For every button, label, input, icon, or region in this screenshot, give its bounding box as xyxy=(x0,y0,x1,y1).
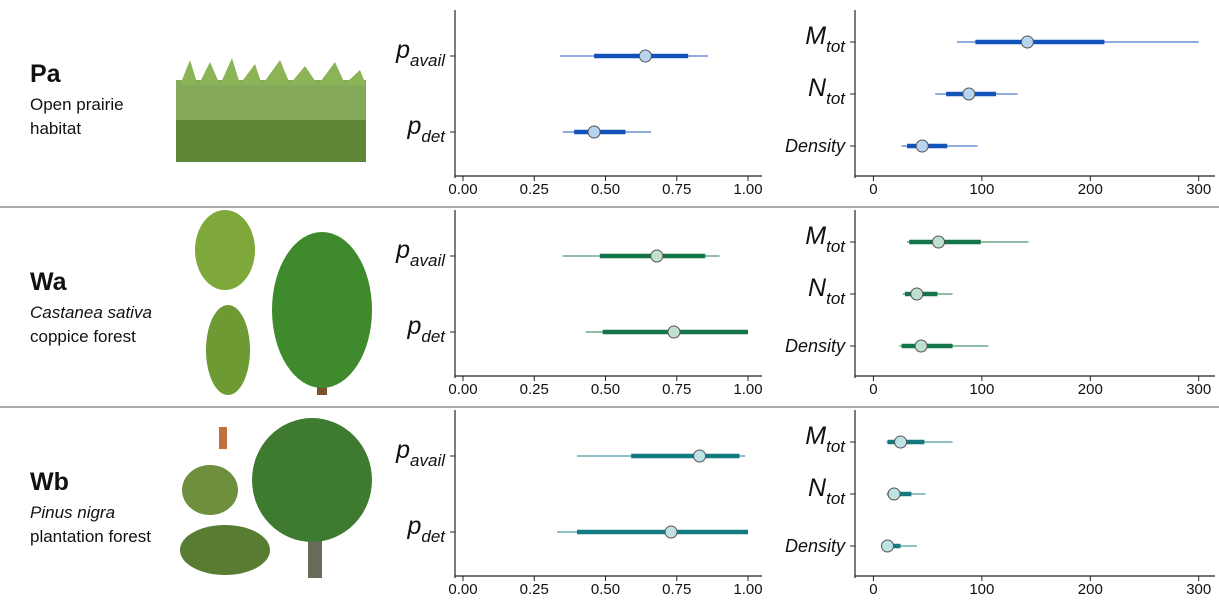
estimate-point xyxy=(651,250,663,262)
estimate-point xyxy=(665,526,677,538)
estimate-point xyxy=(668,326,680,338)
x-tick-label: 100 xyxy=(969,381,994,398)
grass-illustration xyxy=(176,58,366,162)
label-base: p xyxy=(406,112,421,140)
y-tick-label: pdet xyxy=(406,512,446,546)
row-description: plantation forest xyxy=(30,527,151,546)
x-tick-label: 300 xyxy=(1186,381,1211,398)
x-tick-label: 0.50 xyxy=(591,181,620,198)
label-base: p xyxy=(395,36,410,64)
y-tick-label: pavail xyxy=(395,36,446,70)
label-sub: avail xyxy=(410,251,446,270)
row-code: Pa xyxy=(30,60,62,88)
x-tick-label: 0 xyxy=(869,581,877,598)
label-sub: det xyxy=(421,127,446,146)
label-base: p xyxy=(406,512,421,540)
x-tick-label: 1.00 xyxy=(733,581,762,598)
estimate-point xyxy=(895,436,907,448)
x-tick-label: 0.25 xyxy=(520,381,549,398)
y-tick-label: Mtot xyxy=(805,22,846,56)
estimate-point xyxy=(588,126,600,138)
label-sub: tot xyxy=(826,237,846,256)
y-tick-label: Density xyxy=(785,136,846,156)
chestnut-illustration xyxy=(195,210,372,395)
estimate-point xyxy=(916,140,928,152)
pine-illustration xyxy=(180,418,372,578)
label-base: M xyxy=(805,22,826,50)
label-sub: det xyxy=(421,327,446,346)
label-base: Density xyxy=(785,336,846,356)
row-description: coppice forest xyxy=(30,327,136,346)
y-tick-label: Ntot xyxy=(808,274,846,308)
x-tick-label: 0.25 xyxy=(520,181,549,198)
label-base: p xyxy=(395,236,410,264)
x-tick-label: 1.00 xyxy=(733,381,762,398)
x-tick-label: 0.00 xyxy=(448,381,477,398)
x-tick-label: 300 xyxy=(1186,181,1211,198)
x-tick-label: 0.25 xyxy=(520,581,549,598)
label-sub: tot xyxy=(826,289,846,308)
x-tick-label: 100 xyxy=(969,181,994,198)
y-tick-label: Ntot xyxy=(808,74,846,108)
y-tick-label: Density xyxy=(785,336,846,356)
estimate-point xyxy=(882,540,894,552)
label-sub: tot xyxy=(826,89,846,108)
y-tick-label: pavail xyxy=(395,236,446,270)
x-tick-label: 0.50 xyxy=(591,581,620,598)
y-tick-label: pdet xyxy=(406,112,446,146)
row-code: Wa xyxy=(30,268,68,296)
y-tick-label: Ntot xyxy=(808,474,846,508)
label-base: p xyxy=(406,312,421,340)
figure: Pa Open prairie habitat Wa Castanea sativa co… xyxy=(0,0,1219,602)
label-sub: tot xyxy=(826,37,846,56)
label-base: M xyxy=(805,222,826,250)
estimate-point xyxy=(915,340,927,352)
x-tick-label: 0 xyxy=(869,381,877,398)
estimate-point xyxy=(911,288,923,300)
label-sub: det xyxy=(421,527,446,546)
x-tick-label: 1.00 xyxy=(733,181,762,198)
label-sub: tot xyxy=(826,489,846,508)
estimate-point xyxy=(639,50,651,62)
y-tick-label: pdet xyxy=(406,312,446,346)
estimate-point xyxy=(932,236,944,248)
x-tick-label: 0.75 xyxy=(662,381,691,398)
label-base: p xyxy=(395,436,410,464)
y-tick-label: Mtot xyxy=(805,222,846,256)
label-base: N xyxy=(808,474,827,502)
estimate-point xyxy=(963,88,975,100)
y-tick-label: Density xyxy=(785,536,846,556)
row-code: Wb xyxy=(30,468,69,496)
y-tick-label: Mtot xyxy=(805,422,846,456)
row-description: habitat xyxy=(30,119,81,138)
x-tick-label: 0.50 xyxy=(591,381,620,398)
label-sub: avail xyxy=(410,451,446,470)
y-tick-label: pavail xyxy=(395,436,446,470)
x-tick-label: 0 xyxy=(869,181,877,198)
x-tick-label: 300 xyxy=(1186,581,1211,598)
x-tick-label: 0.75 xyxy=(662,181,691,198)
x-tick-label: 0.00 xyxy=(448,181,477,198)
label-sub: tot xyxy=(826,437,846,456)
row-description: Open prairie xyxy=(30,95,124,114)
label-base: N xyxy=(808,274,827,302)
label-sub: avail xyxy=(410,51,446,70)
label-base: M xyxy=(805,422,826,450)
x-tick-label: 200 xyxy=(1078,181,1103,198)
label-base: N xyxy=(808,74,827,102)
estimate-point xyxy=(888,488,900,500)
x-tick-label: 100 xyxy=(969,581,994,598)
x-tick-label: 200 xyxy=(1078,381,1103,398)
label-base: Density xyxy=(785,136,846,156)
estimate-point xyxy=(694,450,706,462)
x-tick-label: 0.75 xyxy=(662,581,691,598)
row-description: Pinus nigra xyxy=(30,503,115,522)
estimate-point xyxy=(1021,36,1033,48)
row-description: Castanea sativa xyxy=(30,303,152,322)
label-base: Density xyxy=(785,536,846,556)
x-tick-label: 0.00 xyxy=(448,581,477,598)
x-tick-label: 200 xyxy=(1078,581,1103,598)
